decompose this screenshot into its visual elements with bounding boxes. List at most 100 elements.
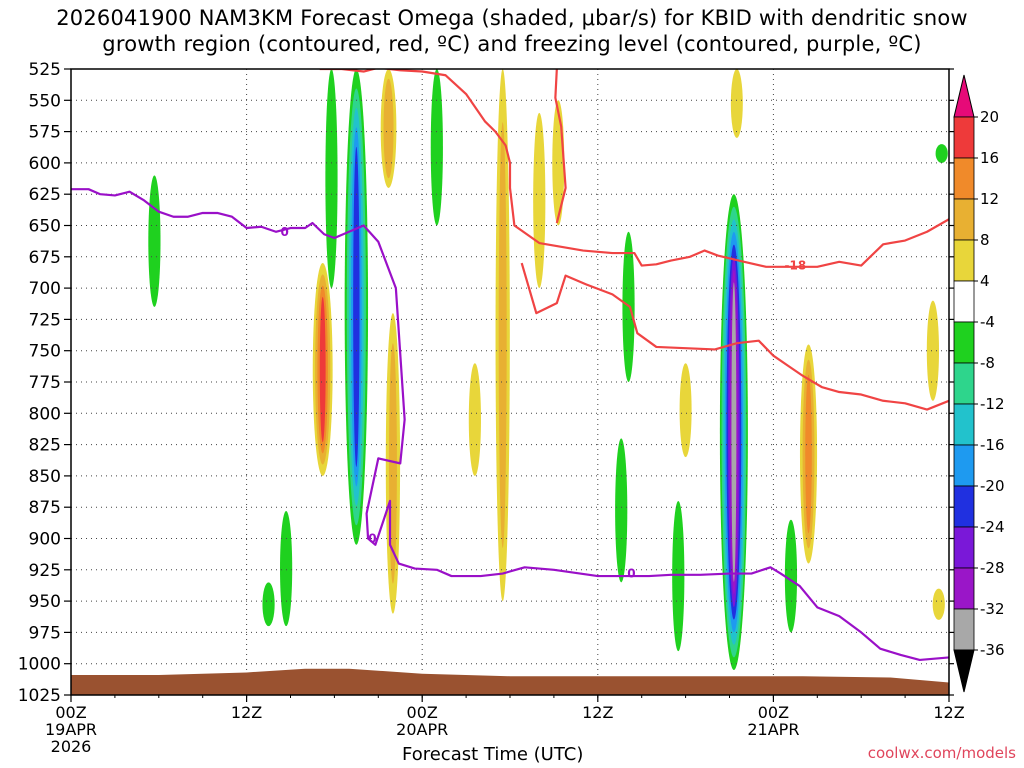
colorbar-label: 16 [980, 149, 999, 167]
omega-band [430, 69, 443, 226]
terrain [71, 668, 949, 695]
x-tick-year: 2026 [51, 737, 92, 756]
colorbar-label: 20 [980, 108, 999, 126]
colorbar-label: -4 [980, 313, 995, 331]
y-tick-label: 675 [29, 248, 61, 268]
contour-label-dgz-minus18: -18 [785, 259, 807, 273]
omega-feature-1 [325, 69, 338, 289]
chart-title-line2: growth region (contoured, red, ºC) and f… [102, 32, 922, 56]
omega-feature-11 [935, 144, 948, 163]
y-tick-label: 575 [29, 123, 61, 143]
y-tick-label: 850 [29, 467, 61, 487]
omega-feature-3 [430, 69, 443, 226]
omega-feature-18 [552, 100, 565, 226]
contour-label-freezing-level: 0 [280, 225, 288, 239]
omega-band [672, 500, 685, 652]
colorbar-swatch [953, 485, 975, 528]
y-tick-label: 950 [29, 592, 61, 612]
omega-band [932, 588, 945, 620]
omega-feature-12 [312, 263, 333, 476]
y-tick-label: 725 [29, 310, 61, 330]
terrain-fill [71, 668, 949, 695]
colorbar-swatch [953, 362, 975, 405]
omega-band [730, 69, 743, 138]
omega-band [935, 144, 948, 163]
contour-label-freezing-level: 0 [627, 567, 635, 581]
colorbar-swatch [953, 157, 975, 200]
axes: 525 550 575 600 625 650 675 700 725 750 775 800 825 8… [18, 60, 965, 756]
contours: 0 0 0 -18 [71, 69, 949, 662]
x-tick-label: 00Z [55, 703, 86, 722]
y-tick-label: 700 [29, 279, 61, 299]
y-tick-label: 975 [29, 623, 61, 643]
colorbar-over-triangle [953, 74, 975, 118]
omega-feature-9 [719, 194, 748, 670]
omega-feature-21 [799, 344, 818, 564]
omega-feature-4 [280, 510, 293, 627]
y-tick-label: 550 [29, 91, 61, 111]
omega-feature-20 [730, 69, 743, 138]
omega-feature-23 [932, 588, 945, 620]
colorbar-swatch [953, 116, 975, 159]
colorbar-label: 8 [980, 231, 990, 249]
omega-band [280, 510, 293, 627]
contour-label-freezing-level: 0 [368, 532, 376, 546]
omega-feature-13 [380, 69, 397, 188]
colorbar-swatch [953, 239, 975, 282]
omega-band [319, 296, 326, 443]
omega-band [383, 78, 394, 179]
omega-band [533, 112, 546, 289]
colorbar: 20 16 12 8 4 -4 -8 -12 -16 -20 -24 -28 -32 -36 [953, 74, 1005, 693]
omega-feature-19 [679, 363, 692, 458]
y-tick-label: 900 [29, 530, 61, 550]
x-tick-date: 19APR [45, 720, 97, 739]
y-tick-label: 750 [29, 342, 61, 362]
contour-freezing-level [71, 188, 949, 662]
colorbar-label: -24 [980, 518, 1005, 536]
colorbar-label: -8 [980, 354, 995, 372]
y-tick-label: 525 [29, 60, 61, 80]
credit-link[interactable]: coolwx.com/models [867, 744, 1016, 762]
omega-band [325, 69, 338, 289]
omega-feature-5 [262, 582, 275, 627]
contour-dgz-minus18-west [520, 262, 949, 411]
colorbar-label: -12 [980, 395, 1005, 413]
y-tick-label: 625 [29, 185, 61, 205]
contour-dgz-east-tail [554, 69, 567, 224]
omega-band [731, 282, 737, 582]
colorbar-swatch [953, 321, 975, 364]
colorbar-under-triangle [953, 649, 975, 693]
colorbar-label: -16 [980, 436, 1005, 454]
omega-band [353, 146, 360, 467]
x-tick-label: 00Z [407, 703, 438, 722]
omega-band [784, 519, 798, 633]
y-tick-label: 875 [29, 498, 61, 518]
omega-band [926, 300, 940, 401]
contour-dgz-minus18 [319, 69, 949, 268]
colorbar-swatch [953, 444, 975, 487]
omega-feature-16 [495, 69, 510, 602]
x-axis-label: Forecast Time (UTC) [402, 744, 584, 765]
omega-band [498, 122, 507, 548]
colorbar-label: 4 [980, 272, 990, 290]
chart-title-line1: 2026041900 NAM3KM Forecast Omega (shaded… [56, 6, 968, 30]
colorbar-label: -20 [980, 477, 1005, 495]
omega-band [805, 374, 812, 534]
colorbar-swatch [953, 526, 975, 569]
colorbar-swatch [953, 608, 975, 651]
y-tick-label: 1025 [18, 686, 61, 706]
y-tick-label: 800 [29, 404, 61, 424]
colorbar-swatch [953, 403, 975, 446]
y-tick-label: 1000 [18, 655, 61, 675]
x-tick-label: 00Z [758, 703, 789, 722]
omega-feature-7 [615, 438, 628, 583]
colorbar-label: 12 [980, 190, 999, 208]
omega-band [552, 100, 565, 226]
y-tick-label: 825 [29, 436, 61, 456]
omega-feature-2 [344, 69, 369, 545]
colorbar-label: -36 [980, 641, 1005, 659]
omega-feature-8 [672, 500, 685, 652]
omega-band [148, 175, 161, 307]
colorbar-swatch [953, 280, 975, 323]
